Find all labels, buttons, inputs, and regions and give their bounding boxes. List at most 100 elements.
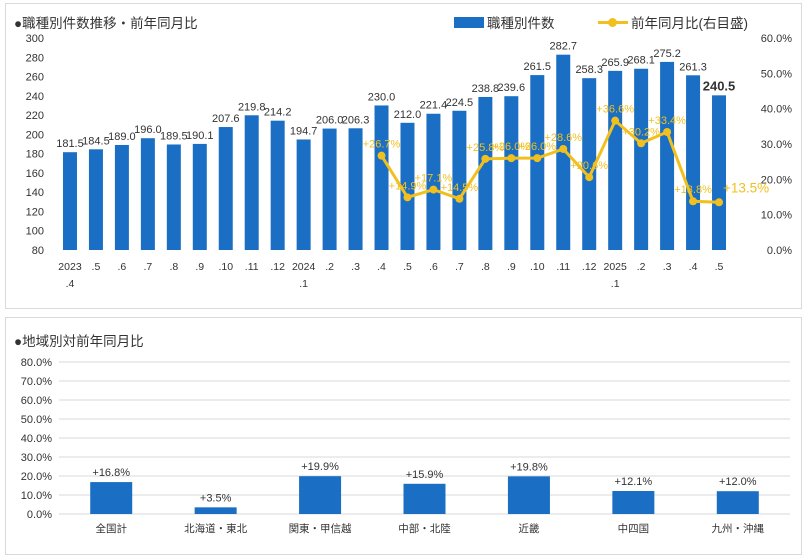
right-axis-tick: 20.0% [761,174,792,186]
region-value-label: +19.8% [510,461,548,473]
yoy-point [507,154,516,163]
region-label: 中部・北陸 [398,522,451,535]
y-axis-tick: 70.0% [21,376,52,388]
right-axis-tick: 10.0% [761,210,792,222]
region-label: 九州・沖縄 [712,522,765,535]
x-tick-label: .11 [556,261,570,273]
yoy-point [611,116,620,125]
legend-bar-label: 職種別件数 [487,16,555,31]
bar-count [686,75,701,250]
bar-value-label: 181.5 [56,138,84,150]
y-axis-tick: 10.0% [21,490,52,502]
yoy-point [455,194,464,203]
bar-value-label: 196.0 [134,124,162,136]
region-value-label: +12.0% [719,476,757,488]
x-tick-label: .11 [245,261,259,273]
bar-count [582,78,597,250]
bar-value-label: 206.3 [342,114,370,126]
yoy-point [637,139,646,148]
yoy-value-label: +28.6% [544,132,582,144]
yoy-value-label: +17.1% [415,173,453,185]
x-tick-label: .4 [377,261,386,273]
bar-value-label: 275.2 [653,48,681,60]
legend-bar-swatch [454,16,484,28]
left-axis-tick: 280 [26,52,44,64]
left-axis-tick: 300 [26,33,44,45]
x-tick-label: .8 [481,261,490,273]
region-value-label: +19.9% [301,461,339,473]
yoy-point [377,151,386,160]
right-axis-tick: 50.0% [761,68,792,80]
bar-count [296,139,311,250]
x-tick-label: .10 [530,261,545,273]
y-axis-tick: 20.0% [21,471,52,483]
x-tick-label: .12 [582,261,597,273]
bar-count [478,96,493,250]
y-axis-tick: 60.0% [21,395,52,407]
region-value-label: +12.1% [615,476,653,488]
left-axis-tick: 100 [26,226,44,238]
left-axis-tick: 140 [26,187,44,199]
bar-value-label: 212.0 [394,109,422,121]
region-bar [612,491,655,514]
right-axis-tick: 30.0% [761,139,792,151]
bar-value-label: 189.5 [160,130,188,142]
bar-count [426,113,441,250]
x-tick-label: .2 [637,261,646,273]
bar-value-label: 224.5 [446,97,474,109]
region-bar [194,507,237,514]
bar-count [218,127,233,250]
legend-bar-series: 職種別件数 [454,12,555,32]
y-axis-tick: 40.0% [21,433,52,445]
bar-value-label: 258.3 [575,64,603,76]
yoy-value-label: +33.4% [648,115,686,127]
x-tick-label: .6 [118,261,127,273]
yoy-point [559,144,568,153]
yoy-value-label: +20.6% [570,160,608,172]
bar-value-label: 265.9 [601,57,629,69]
y-axis-tick: 80.0% [21,357,52,369]
region-value-label: +15.9% [406,469,444,481]
bar-count [530,75,545,250]
region-value-label: +3.5% [200,492,232,504]
yoy-line [380,118,720,204]
x-tick-label: .2 [325,261,334,273]
x-tick-label: .7 [143,261,152,273]
x-tick-label-sub: .4 [66,278,75,290]
yoy-value-label: +25.8% [467,142,505,154]
left-axis-tick: 200 [26,129,44,141]
right-axis-tick: 0.0% [767,245,792,257]
x-tick-label: .7 [455,261,464,273]
bottom-chart-panel: ●地域別対前年同月比 [5,317,802,555]
bar-count [634,68,649,251]
yoy-value-label: +13.5% [723,180,769,195]
bar-count [140,138,155,250]
right-axis-tick: 60.0% [761,33,792,45]
yoy-point [663,127,672,136]
region-bar [403,483,446,514]
bar-count [504,96,519,250]
region-label: 北海道・東北 [184,522,247,535]
bar-value-label: 214.2 [264,107,292,119]
region-label: 近畿 [518,522,539,535]
bar-value-label: 240.5 [703,78,736,93]
left-axis-tick: 160 [26,168,44,180]
x-tick-label: .6 [429,261,438,273]
bar-count [166,144,181,250]
legend-line-series: 前年同月比(右目盛) [598,12,748,32]
right-axis-tick: 40.0% [761,104,792,116]
x-tick-label: .3 [663,261,672,273]
region-bar [299,476,342,514]
left-axis-tick: 120 [26,206,44,218]
bar-value-label: 206.0 [316,115,344,127]
bar-value-label: 190.1 [186,130,214,142]
x-tick-label: .9 [195,261,204,273]
yoy-point [533,154,542,163]
bar-count [348,128,363,250]
x-tick-label-sub: .1 [611,278,620,290]
x-tick-label: 2023 [58,261,82,273]
bar-value-label: 194.7 [290,125,318,137]
bar-count [62,152,77,250]
y-axis-tick: 50.0% [21,414,52,426]
